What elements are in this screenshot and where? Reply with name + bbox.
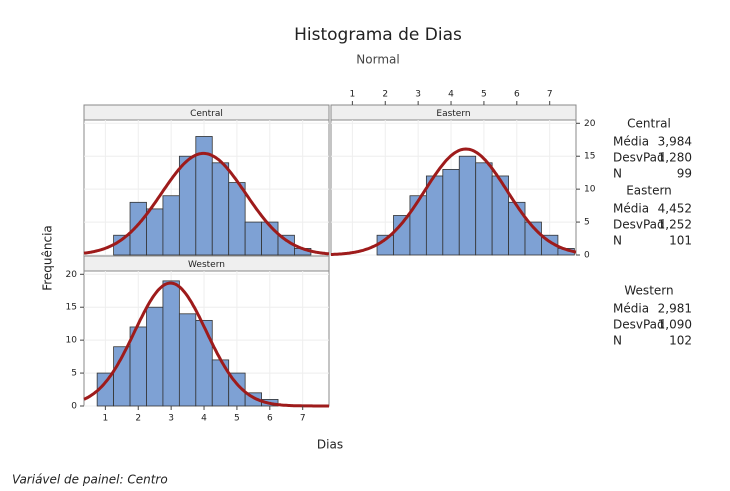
y-tick-label: 10 (66, 336, 78, 346)
bar (409, 195, 427, 256)
stat-value: 101 (669, 234, 692, 248)
x-tick-label: 2 (382, 90, 388, 100)
x-tick-label: 7 (547, 90, 553, 100)
bar (228, 182, 246, 256)
bar (475, 162, 493, 256)
stat-name: DesvPad (613, 218, 665, 232)
footnote: Variável de painel: Centro (12, 473, 168, 487)
bar (162, 195, 180, 256)
stat-value: 1,280 (658, 151, 692, 165)
stat-name: N (613, 334, 622, 348)
bar (425, 175, 444, 256)
stat-value: 1,252 (658, 218, 692, 232)
stat-value: 99 (677, 167, 692, 181)
x-tick-label: 4 (448, 90, 454, 100)
chart-title: Histograma de Dias (294, 25, 462, 45)
x-tick-label: 6 (514, 90, 520, 100)
stat-name: Média (613, 135, 649, 149)
chart-subtitle: Normal (356, 53, 399, 67)
x-tick-label: 3 (415, 90, 421, 100)
stat-value: 102 (669, 334, 692, 348)
y-axis-label: Frequência (41, 225, 55, 291)
x-axis-label: Dias (317, 438, 343, 452)
stat-value: 1,090 (658, 318, 692, 332)
x-tick-label: 7 (300, 414, 306, 424)
panel-title: Central (190, 109, 223, 119)
bar (178, 313, 197, 407)
bar (178, 155, 197, 256)
x-tick-label: 5 (234, 414, 240, 424)
y-tick-label: 15 (584, 152, 595, 162)
stat-value: 4,452 (658, 202, 692, 216)
normal-curve (83, 281, 329, 408)
y-tick-label: 0 (584, 251, 590, 261)
stat-name: Média (613, 202, 649, 216)
y-tick-label: 20 (66, 270, 78, 280)
y-tick-label: 15 (66, 303, 77, 313)
x-tick-label: 3 (168, 414, 174, 424)
panel-title: Western (188, 260, 225, 270)
legend-title: Western (624, 284, 673, 298)
y-tick-label: 5 (584, 218, 590, 228)
stat-name: N (613, 167, 622, 181)
normal-curve (83, 151, 330, 256)
bar (211, 162, 230, 256)
y-tick-label: 20 (584, 119, 596, 129)
x-tick-label: 1 (350, 90, 356, 100)
stat-name: N (613, 234, 622, 248)
y-tick-label: 0 (71, 402, 77, 412)
bar (162, 280, 180, 407)
stat-name: DesvPad (613, 318, 665, 332)
stat-value: 3,984 (658, 135, 692, 149)
bar (442, 168, 460, 256)
bar (146, 306, 164, 407)
bar (244, 221, 262, 256)
x-tick-label: 6 (267, 414, 273, 424)
stat-name: DesvPad (613, 151, 665, 165)
bar (458, 155, 477, 256)
legend-title: Central (627, 117, 671, 131)
y-tick-label: 5 (71, 369, 77, 379)
stat-value: 2,981 (658, 302, 692, 316)
stat-name: Média (613, 302, 649, 316)
x-tick-label: 1 (103, 414, 109, 424)
normal-curve (331, 147, 577, 256)
bar (195, 319, 213, 407)
y-tick-label: 10 (584, 185, 596, 195)
x-tick-label: 4 (201, 414, 207, 424)
bar (508, 201, 526, 256)
legend-title: Eastern (626, 184, 672, 198)
panel-title: Eastern (436, 109, 470, 119)
x-tick-label: 5 (481, 90, 487, 100)
x-tick-label: 2 (135, 414, 141, 424)
bar (146, 208, 164, 256)
